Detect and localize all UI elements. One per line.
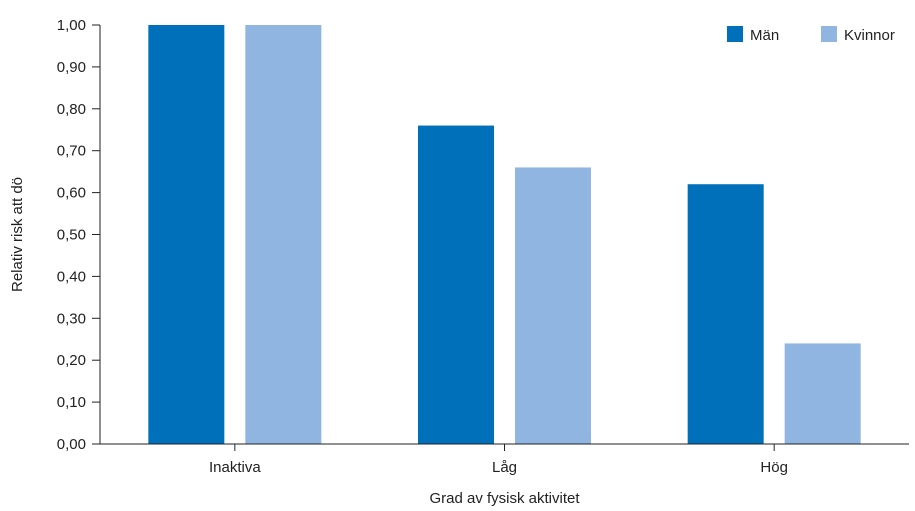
bar-m-n-2: [687, 184, 764, 444]
y-tick-label: 0,10: [57, 394, 86, 411]
x-tick-label: Inaktiva: [209, 459, 261, 476]
legend-label: Män: [750, 27, 779, 44]
y-tick-label: 0,60: [57, 185, 86, 202]
y-tick-label: 0,30: [57, 310, 86, 327]
y-tick-label: 0,50: [57, 227, 86, 244]
x-tick-label: Låg: [492, 459, 517, 476]
y-tick-label: 0,20: [57, 352, 86, 369]
legend: Män Kvinnor: [727, 26, 895, 44]
x-tick-label: Hög: [760, 459, 788, 476]
bar-kvinnor-2: [784, 343, 861, 444]
y-tick-label: 0,00: [57, 436, 86, 453]
legend-swatch: [727, 26, 743, 42]
y-tick-label: 1,00: [57, 17, 86, 34]
y-tick-label: 0,80: [57, 101, 86, 118]
bar-m-n-0: [148, 25, 225, 444]
legend-label: Kvinnor: [844, 27, 895, 44]
y-tick-label: 0,70: [57, 143, 86, 160]
y-axis: 0,00 0,10 0,20 0,30 0,40 0,50 0,60 0,70 0,80 0,90…: [57, 17, 101, 453]
bars-group: [148, 25, 861, 444]
y-tick-label: 0,90: [57, 59, 86, 76]
x-axis-title: Grad av fysisk aktivitet: [429, 490, 580, 507]
x-axis: Inaktiva Låg Hög: [92, 443, 909, 476]
legend-swatch: [821, 26, 837, 42]
y-axis-title: Relativ risk att dö: [9, 177, 26, 292]
y-tick-label: 0,40: [57, 268, 86, 285]
bar-kvinnor-0: [245, 25, 322, 444]
bar-kvinnor-1: [515, 167, 591, 444]
bar-m-n-1: [418, 125, 494, 444]
